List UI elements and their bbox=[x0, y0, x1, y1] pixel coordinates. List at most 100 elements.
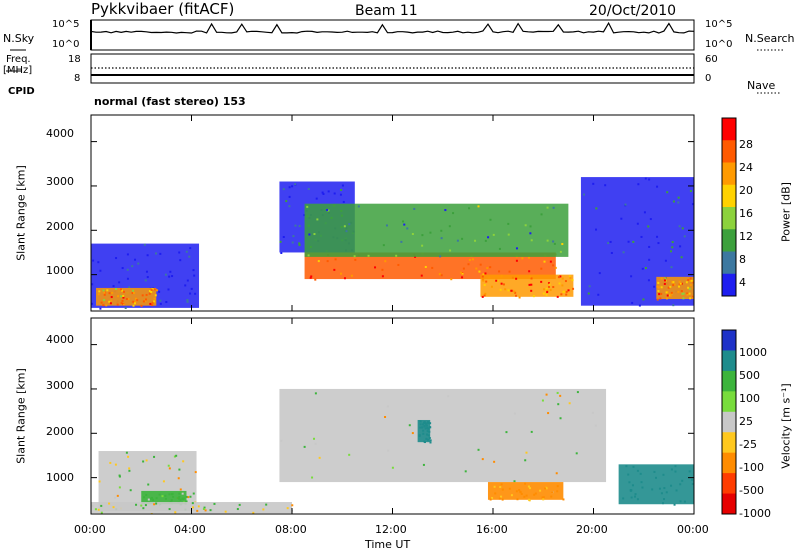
power-speckle bbox=[145, 270, 148, 273]
velocity-speckle bbox=[575, 452, 578, 455]
velocity-speckle bbox=[384, 415, 387, 418]
velocity-ytick-4000: 4000 bbox=[46, 333, 74, 346]
velocity-speckle bbox=[653, 470, 656, 473]
power-speckle bbox=[467, 263, 470, 266]
power-speckle bbox=[681, 227, 684, 230]
power-speckle bbox=[484, 272, 487, 275]
power-speckle bbox=[186, 279, 189, 282]
power-speckle bbox=[343, 225, 346, 228]
velocity-speckle bbox=[178, 492, 181, 495]
velocity-speckle bbox=[236, 508, 239, 511]
velocity-speckle bbox=[168, 508, 171, 511]
velocity-ylabel: Slant Range [km] bbox=[14, 368, 28, 464]
power-speckle bbox=[306, 215, 309, 218]
power-speckle bbox=[481, 295, 484, 298]
power-cbar-block bbox=[722, 184, 736, 208]
velocity-speckle bbox=[425, 437, 428, 440]
power-speckle bbox=[136, 299, 139, 302]
velocity-speckle bbox=[174, 511, 177, 514]
xtick-0800: 08:00 bbox=[275, 523, 307, 536]
velocity-speckle bbox=[179, 498, 182, 501]
velocity-speckle bbox=[151, 498, 154, 501]
velocity-speckle bbox=[429, 439, 432, 442]
power-speckle bbox=[126, 277, 129, 280]
power-speckle bbox=[102, 304, 105, 307]
power-speckle bbox=[154, 294, 157, 297]
power-speckle bbox=[309, 276, 312, 279]
power-speckle bbox=[385, 224, 388, 227]
power-speckle bbox=[648, 178, 651, 181]
power-speckle bbox=[292, 235, 295, 238]
power-speckle bbox=[630, 275, 633, 278]
power-speckle bbox=[477, 205, 480, 208]
vel-cbar-tick-25: 25 bbox=[739, 415, 753, 428]
power-speckle bbox=[624, 203, 627, 206]
vel-cbar-tick-m100: -100 bbox=[739, 461, 764, 474]
power-speckle bbox=[440, 229, 443, 232]
power-speckle bbox=[298, 242, 301, 245]
velocity-speckle bbox=[127, 471, 130, 474]
velocity-speckle bbox=[513, 412, 516, 415]
velocity-speckle bbox=[128, 469, 131, 472]
power-speckle bbox=[559, 250, 562, 253]
velocity-speckle bbox=[421, 426, 424, 429]
power-speckle bbox=[133, 302, 136, 305]
power-speckle bbox=[500, 282, 503, 285]
power-speckle bbox=[532, 295, 535, 298]
power-speckle bbox=[672, 281, 675, 284]
velocity-speckle bbox=[171, 492, 174, 495]
power-speckle bbox=[141, 294, 144, 297]
velocity-speckle bbox=[508, 487, 511, 490]
velocity-speckle bbox=[204, 509, 207, 512]
power-speckle bbox=[475, 267, 478, 270]
power-speckle bbox=[444, 209, 447, 212]
velocity-speckle bbox=[665, 491, 668, 494]
power-speckle bbox=[691, 295, 694, 298]
power-speckle bbox=[91, 283, 94, 286]
power-speckle bbox=[313, 233, 316, 236]
power-speckle bbox=[559, 275, 562, 278]
power-speckle bbox=[112, 285, 115, 288]
power-speckle bbox=[280, 251, 283, 254]
velocity-speckle bbox=[500, 483, 503, 486]
power-speckle bbox=[685, 281, 688, 284]
velocity-speckle bbox=[424, 422, 427, 425]
velocity-speckle bbox=[314, 442, 317, 445]
vel-cbar-tick-1000: 1000 bbox=[739, 346, 767, 359]
velocity-speckle bbox=[114, 496, 117, 499]
power-speckle bbox=[546, 289, 549, 292]
power-speckle bbox=[91, 302, 94, 305]
velocity-speckle bbox=[489, 498, 492, 501]
nsearch-tick-top: 10^5 bbox=[705, 19, 733, 30]
power-speckle bbox=[515, 294, 518, 297]
power-speckle bbox=[468, 258, 471, 261]
power-speckle bbox=[110, 299, 113, 302]
velocity-speckle bbox=[153, 455, 156, 458]
power-speckle bbox=[190, 287, 193, 290]
power-speckle bbox=[556, 295, 559, 298]
power-speckle bbox=[502, 283, 505, 286]
velocity-speckle bbox=[628, 481, 631, 484]
power-speckle bbox=[560, 293, 563, 296]
power-speckle bbox=[622, 251, 625, 254]
power-speckle bbox=[178, 251, 181, 254]
power-speckle bbox=[620, 217, 623, 220]
power-speckle bbox=[530, 277, 533, 280]
power-speckle bbox=[647, 279, 650, 282]
power-speckle bbox=[692, 281, 694, 284]
power-speckle bbox=[461, 272, 464, 275]
power-speckle bbox=[521, 257, 524, 260]
power-speckle bbox=[552, 286, 555, 289]
power-speckle bbox=[673, 283, 676, 286]
velocity-speckle bbox=[557, 403, 560, 406]
nsearch-tick-bottom: 10^0 bbox=[705, 39, 733, 50]
vel-cbar-tick-m500: -500 bbox=[739, 484, 764, 497]
power-speckle bbox=[148, 292, 151, 295]
velocity-speckle bbox=[94, 508, 97, 511]
velocity-speckle bbox=[303, 445, 306, 448]
velocity-speckle bbox=[155, 502, 158, 505]
power-speckle bbox=[678, 283, 681, 286]
power-speckle bbox=[609, 240, 612, 243]
velocity-speckle bbox=[386, 405, 389, 408]
velocity-speckle bbox=[660, 492, 663, 495]
